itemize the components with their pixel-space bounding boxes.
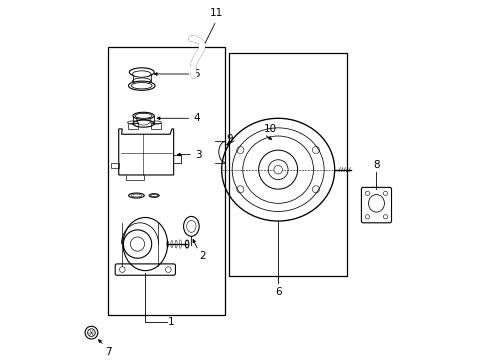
Bar [127, 122, 138, 129]
Ellipse shape [131, 82, 152, 89]
Ellipse shape [135, 113, 152, 118]
Text: 6: 6 [274, 287, 281, 297]
Circle shape [273, 165, 282, 174]
Text: 5: 5 [193, 69, 200, 79]
Text: 9: 9 [226, 134, 233, 144]
Text: 4: 4 [193, 113, 200, 123]
Text: 2: 2 [199, 252, 205, 261]
Bar [111, 163, 119, 168]
Text: 8: 8 [372, 160, 379, 170]
Bar [228, 53, 346, 276]
Text: 1: 1 [167, 317, 174, 327]
Text: 11: 11 [209, 8, 223, 18]
Text: 10: 10 [264, 124, 277, 134]
Text: 7: 7 [105, 347, 112, 357]
Bar [150, 122, 161, 129]
Text: 3: 3 [195, 150, 201, 159]
Ellipse shape [132, 71, 151, 77]
Bar [108, 48, 224, 315]
